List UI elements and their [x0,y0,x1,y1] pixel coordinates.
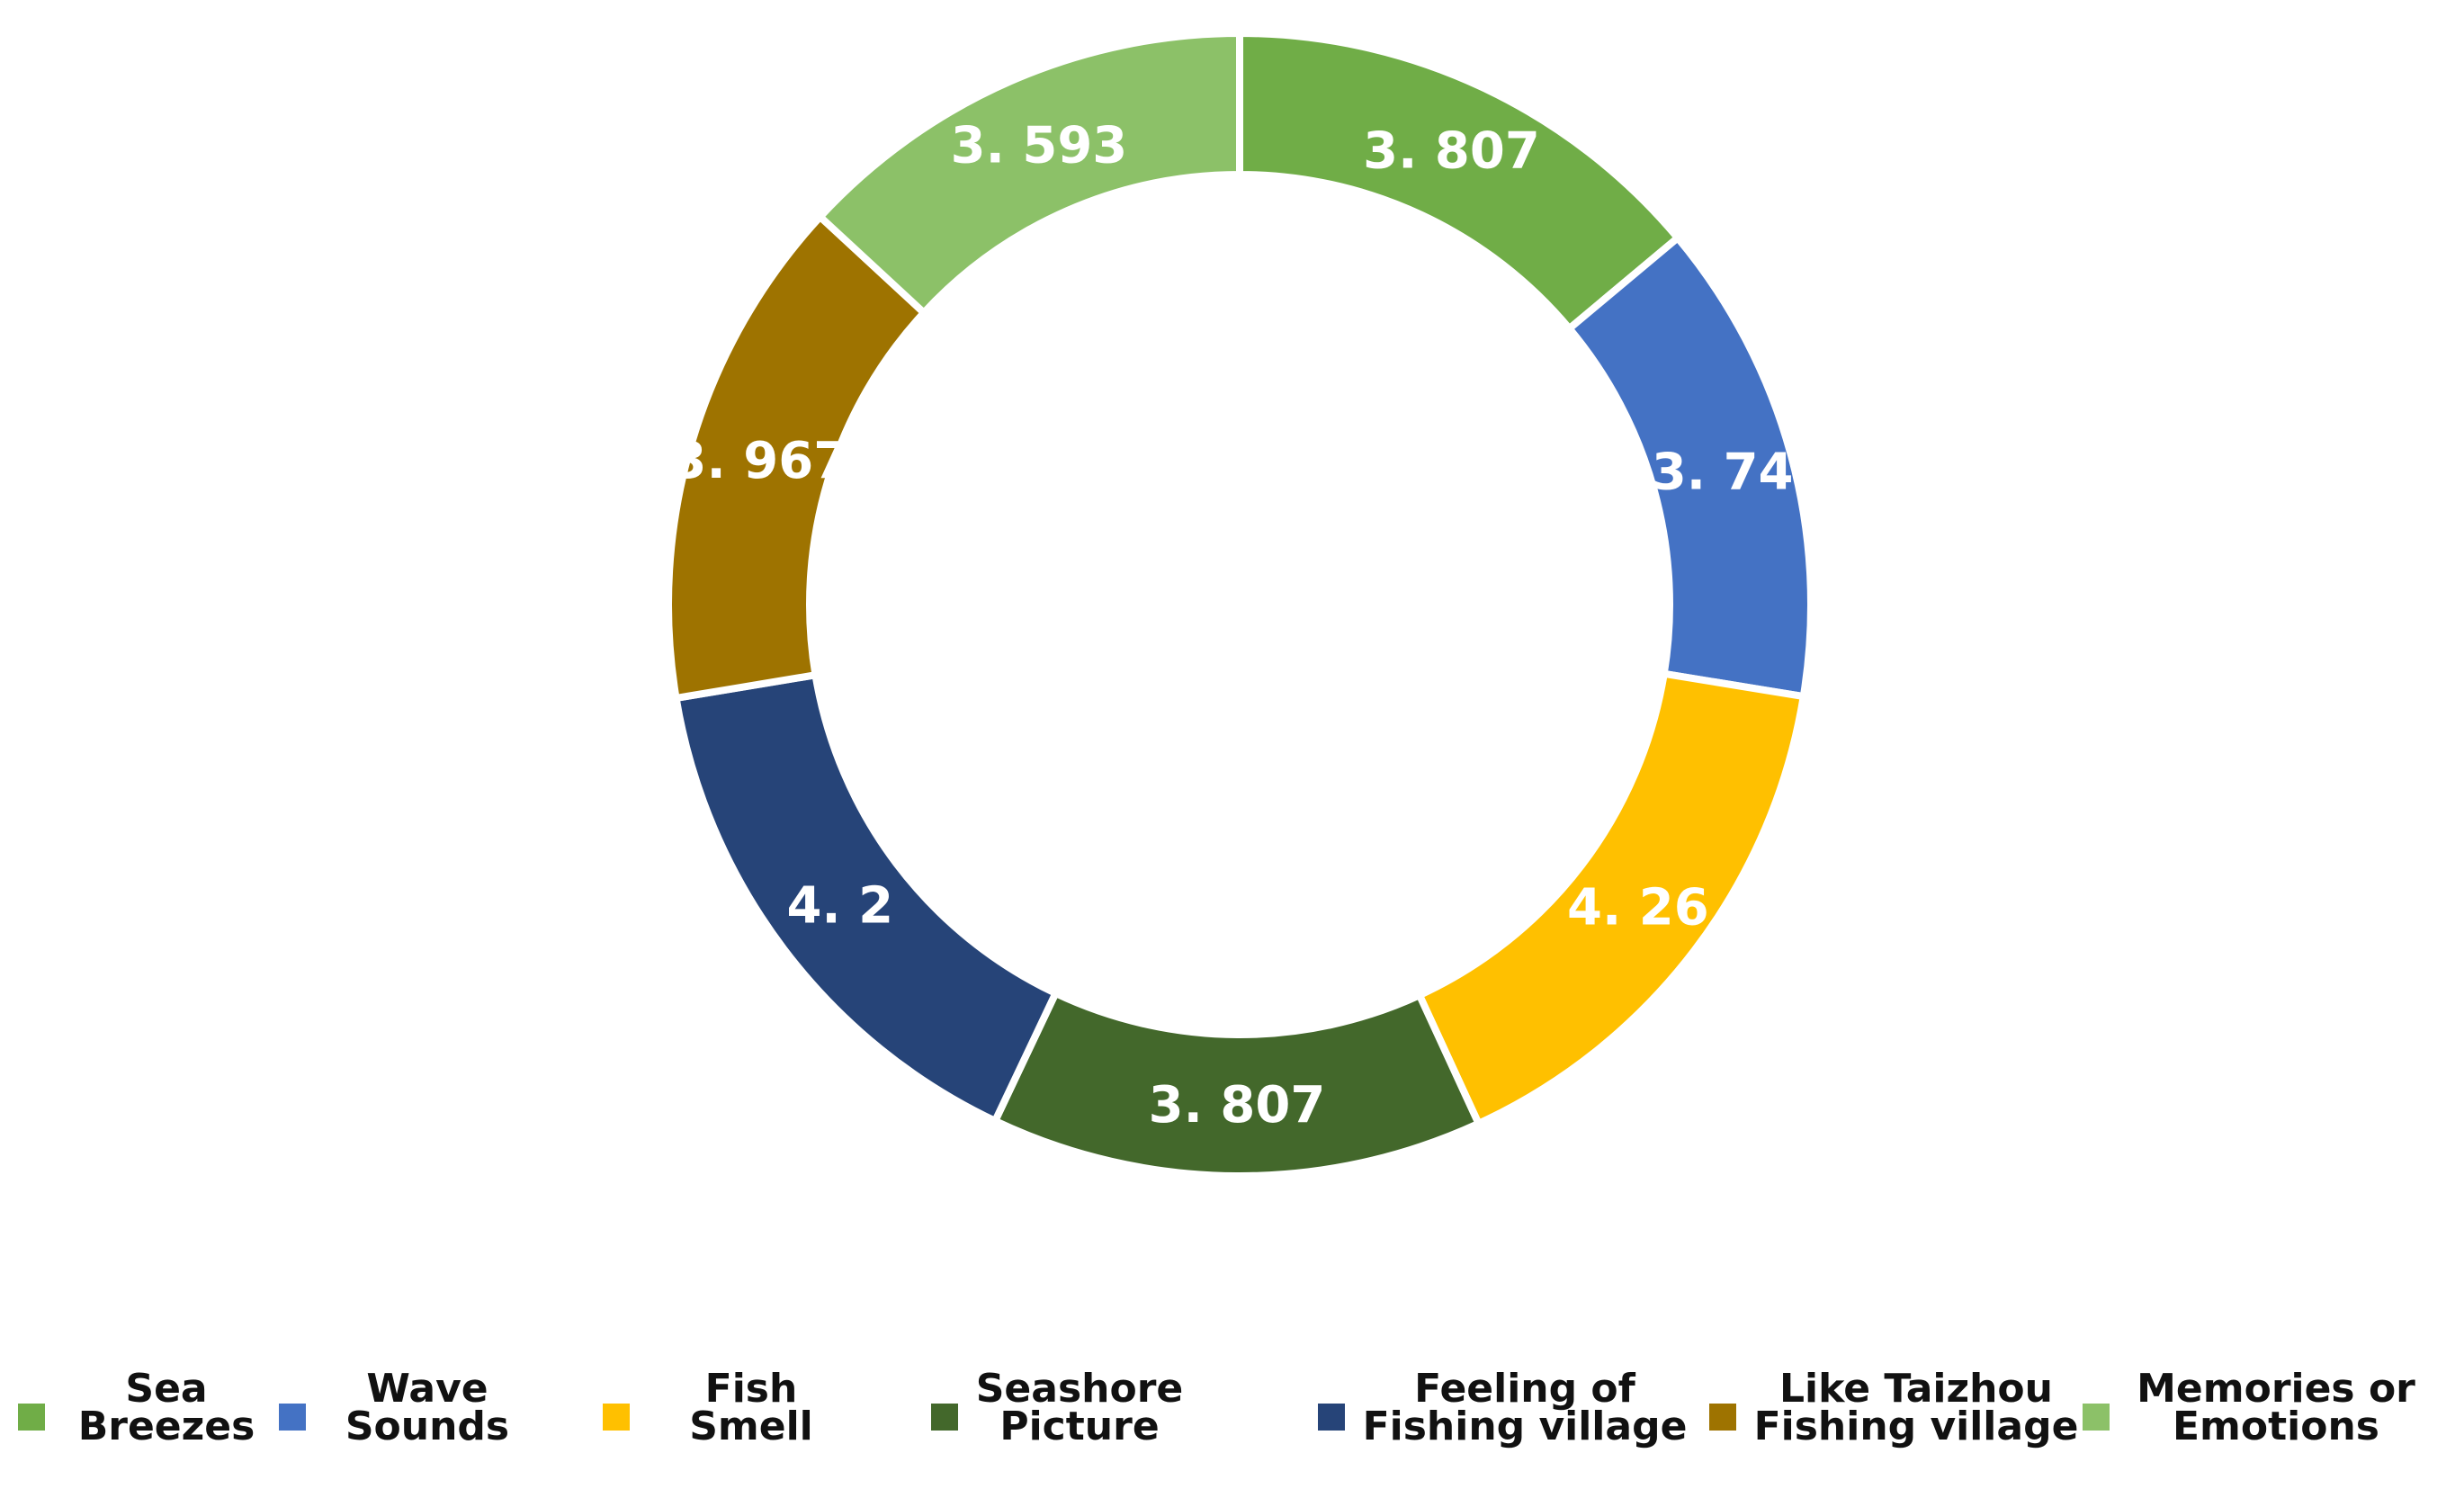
legend-label-memories-or-emotions: Memories or Emotions [2137,1366,2415,1449]
legend-label-feeling-of-fishing-village: Feeling of Fishing village [1362,1366,1688,1449]
donut-slices [665,29,1814,1180]
legend-label-like-taizhou-fishing-village: Like Taizhou Fishing village [1753,1366,2079,1449]
legend-label-sea-breezes: Sea Breezes [77,1366,255,1449]
slice-sea-breezes[interactable] [1236,29,1683,334]
legend-swatch-sea-breezes [18,1404,45,1431]
data-label-memories-or-emotions: 3. 593 [951,117,1128,175]
slice-memories-or-emotions[interactable] [815,29,1243,318]
legend-swatch-like-taizhou-fishing-village [1709,1404,1736,1431]
legend-swatch-fish-smell [603,1404,630,1431]
legend-swatch-wave-sounds [279,1404,306,1431]
donut-data-labels: 3. 807 3. 74 4. 26 3. 807 4. 2 3. 967 3. 593 [672,117,1794,1135]
legend-label-wave-sounds: Wave Sounds [345,1366,510,1449]
data-label-sea-breezes: 3. 807 [1363,121,1540,180]
data-label-fish-smell: 4. 26 [1567,878,1709,937]
data-label-feeling-of-fishing-village: 4. 2 [786,877,893,936]
data-label-wave-sounds: 3. 74 [1652,443,1794,501]
chart-legend: Sea Breezes Wave Sounds Fish Smell Seash… [18,1363,2447,1480]
legend-swatch-feeling-of-fishing-village [1318,1404,1345,1431]
legend-label-fish-smell: Fish Smell [689,1366,813,1449]
data-label-like-taizhou-fishing-village: 3. 967 [672,432,849,490]
data-label-seashore-picture: 3. 807 [1149,1076,1326,1135]
legend-swatch-seashore-picture [931,1404,958,1431]
legend-label-seashore-picture: Seashore Picture [975,1366,1184,1449]
legend-swatch-memories-or-emotions [2083,1404,2110,1431]
